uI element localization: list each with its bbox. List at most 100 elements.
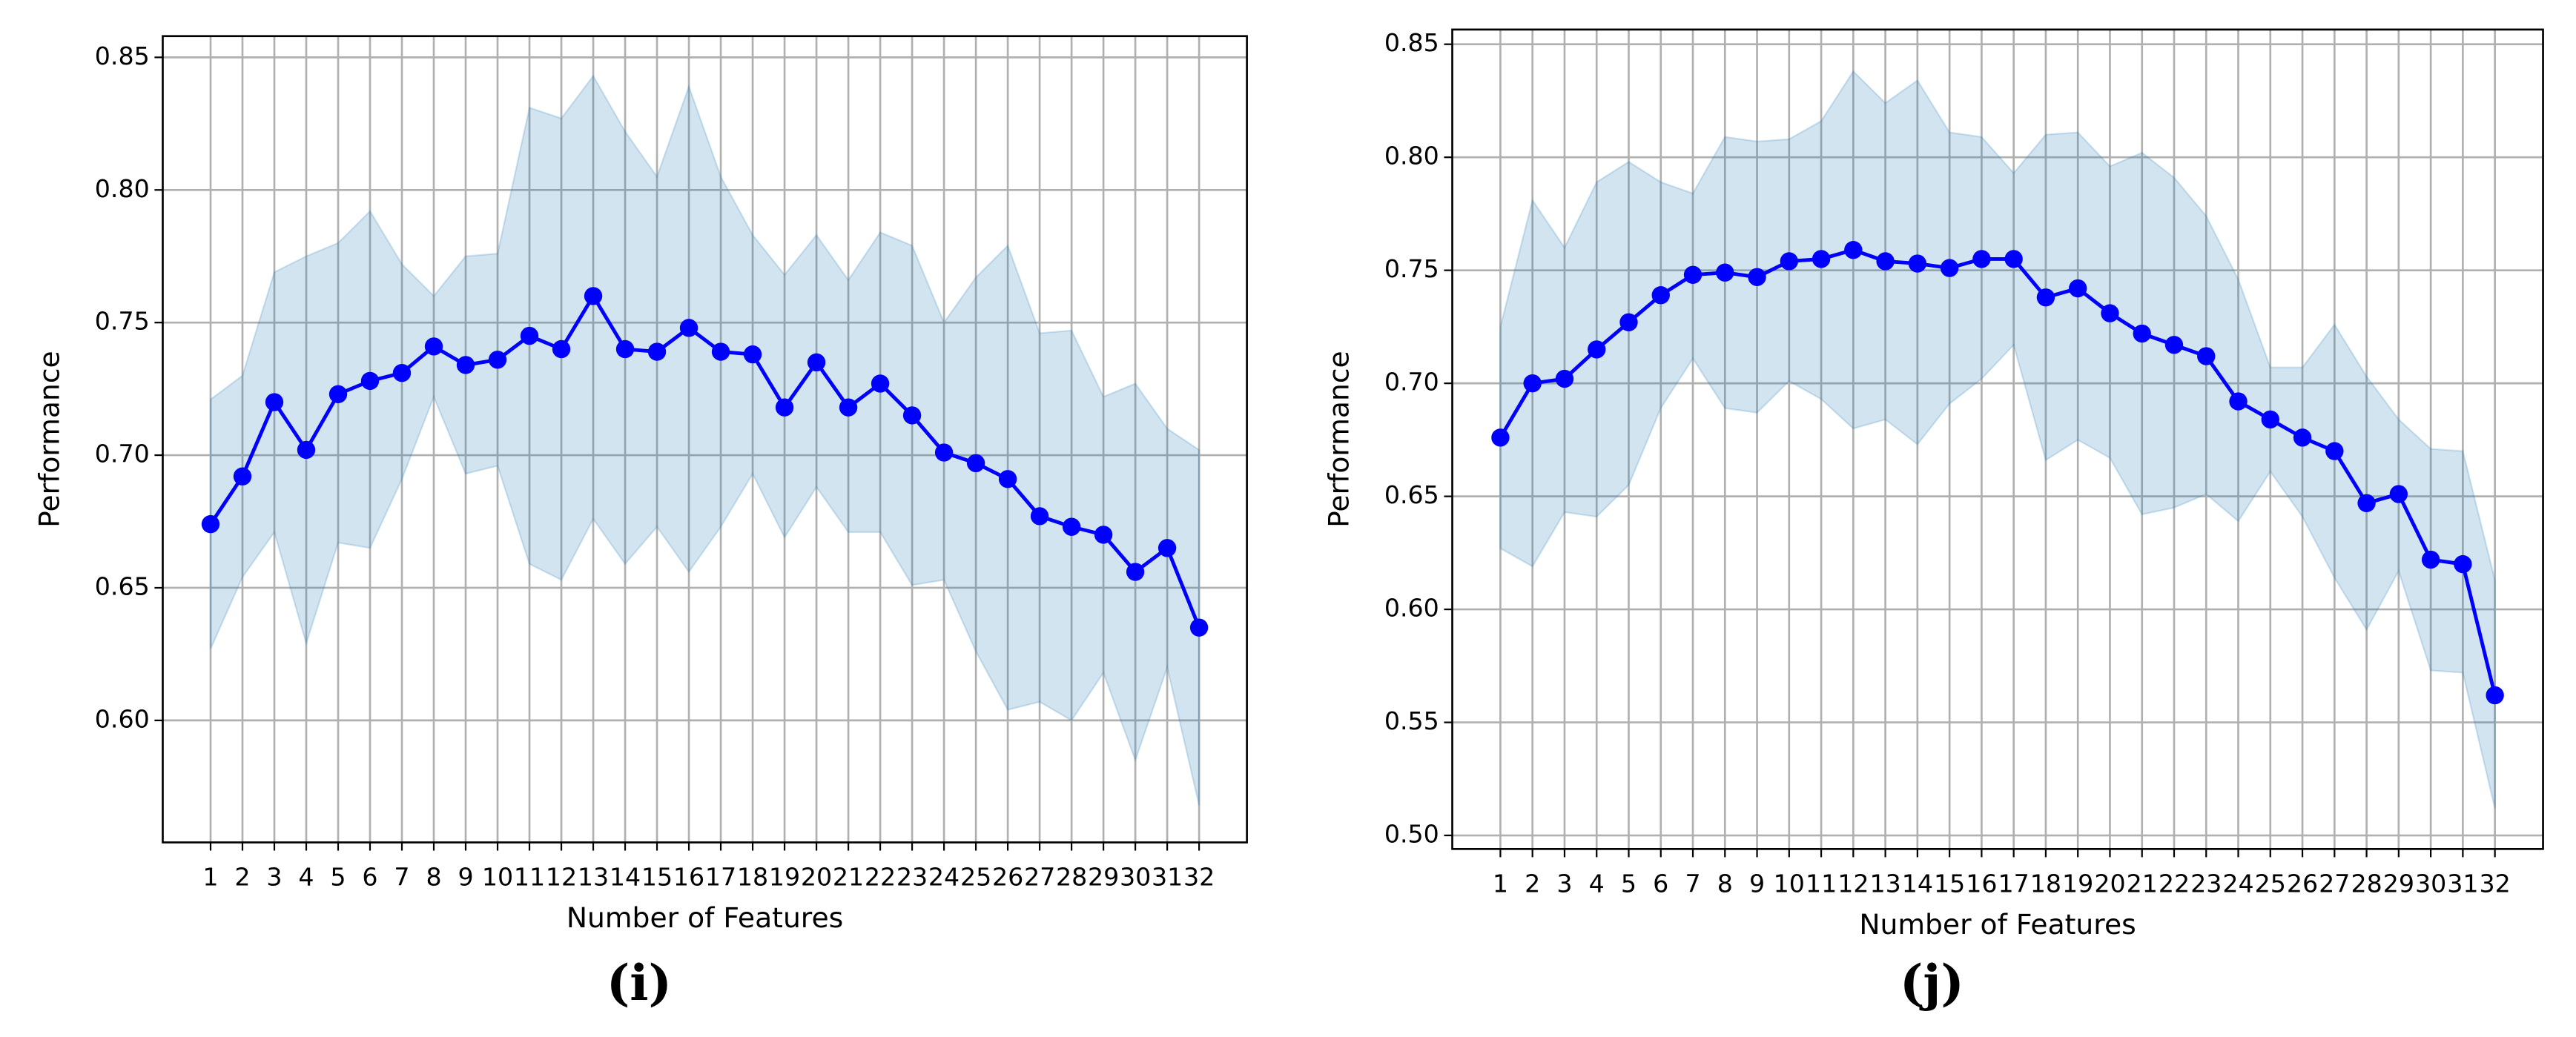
data-point [647,342,667,361]
x-tick-label: 26 [992,863,1023,892]
x-tick-label: 28 [2351,869,2382,898]
data-point [1555,369,1574,388]
data-point [2325,442,2344,460]
data-point [2357,494,2376,512]
data-point [2133,324,2151,343]
x-tick-label: 2 [1525,869,1540,898]
x-tick-label: 25 [2255,869,2286,898]
x-tick-label: 17 [705,863,736,892]
y-axis-label: Performance [1322,351,1355,528]
x-tick-label: 8 [426,863,441,892]
x-tick-label: 20 [801,863,832,892]
x-tick-label: 10 [1774,869,1805,898]
data-point [392,363,412,382]
x-tick-label: 21 [833,863,864,892]
y-tick-label: 0.60 [95,704,150,733]
data-point [1062,517,1081,536]
x-tick-label: 8 [1717,869,1733,898]
confidence-band [1499,70,2496,809]
x-tick-label: 17 [1998,869,2030,898]
data-point [297,440,316,460]
x-tick-label: 23 [896,863,928,892]
x-tick-label: 18 [737,863,768,892]
x-tick-label: 32 [2479,869,2510,898]
x-tick-label: 20 [2094,869,2125,898]
y-tick-label: 0.65 [95,571,150,600]
chart-panel: 0.600.650.700.750.800.851 2 3 4 5 6 7 8 9 10 11 12 1… [33,35,1248,1012]
y-tick-label: 0.50 [1384,820,1439,849]
data-point [2421,550,2440,569]
x-tick-label: 15 [641,863,673,892]
plot-frame [162,35,1248,844]
data-point [265,393,284,411]
y-tick-label: 0.85 [95,42,150,70]
x-tick-label: 5 [1621,869,1637,898]
data-point [711,342,730,361]
data-point [456,356,475,374]
y-tick-label: 0.70 [95,440,150,468]
x-tick-label: 19 [769,863,800,892]
y-tick-label: 0.75 [95,307,150,336]
x-tick-label: 22 [2159,869,2190,898]
x-tick-label: 14 [610,863,641,892]
data-point [1972,250,1991,268]
data-point [1908,254,1927,273]
x-tick-label: 10 [482,863,513,892]
x-tick-label: 1 [1493,869,1508,898]
data-point [424,337,443,356]
x-tick-label: 18 [2030,869,2061,898]
data-point [233,467,252,486]
x-tick-label: 4 [1589,869,1605,898]
data-point [520,326,539,345]
x-tick-label: 9 [1749,869,1765,898]
x-tick-label: 5 [330,863,346,892]
data-point [488,351,507,369]
data-point [871,374,890,393]
data-point [1030,507,1049,526]
data-point [1748,268,1766,286]
data-point [2164,336,2184,354]
data-point [1094,526,1113,544]
x-tick-label: 3 [266,863,282,892]
data-point [1157,539,1177,557]
data-point [328,385,348,403]
caption: (i) [607,954,672,1012]
x-tick-label: 7 [1685,869,1700,898]
data-point [615,339,635,359]
data-point [360,371,380,391]
data-point [1588,340,1606,359]
y-tick-label: 0.55 [1384,706,1439,735]
x-tick-label: 1 [202,863,218,892]
data-point [201,514,220,534]
data-point [1189,618,1209,637]
data-point [998,470,1017,488]
data-point [2454,554,2472,574]
data-point [2036,288,2055,307]
data-point [1876,252,1895,271]
data-point [2293,428,2312,447]
x-tick-label: 7 [394,863,409,892]
x-tick-label: 24 [928,863,960,892]
x-tick-label: 26 [2287,869,2318,898]
x-tick-label: 30 [2415,869,2446,898]
x-tick-label: 30 [1120,863,1151,892]
y-tick-label: 0.85 [1384,28,1439,57]
data-point [2486,686,2504,705]
x-tick-label: 12 [1837,869,1869,898]
x-tick-label: 32 [1183,863,1215,892]
data-point [1683,265,1703,284]
x-tick-label: 4 [298,863,314,892]
data-point [934,443,954,462]
data-point [2229,392,2248,411]
x-axis-label: Number of Features [567,901,843,934]
data-point [1523,374,1542,393]
data-point [679,319,699,337]
confidence-band [209,74,1201,806]
x-tick-label: 24 [2222,869,2253,898]
data-point [1491,428,1510,447]
data-point [2069,279,2087,298]
x-tick-label: 25 [960,863,991,892]
data-point [775,398,794,417]
data-point [743,345,762,364]
